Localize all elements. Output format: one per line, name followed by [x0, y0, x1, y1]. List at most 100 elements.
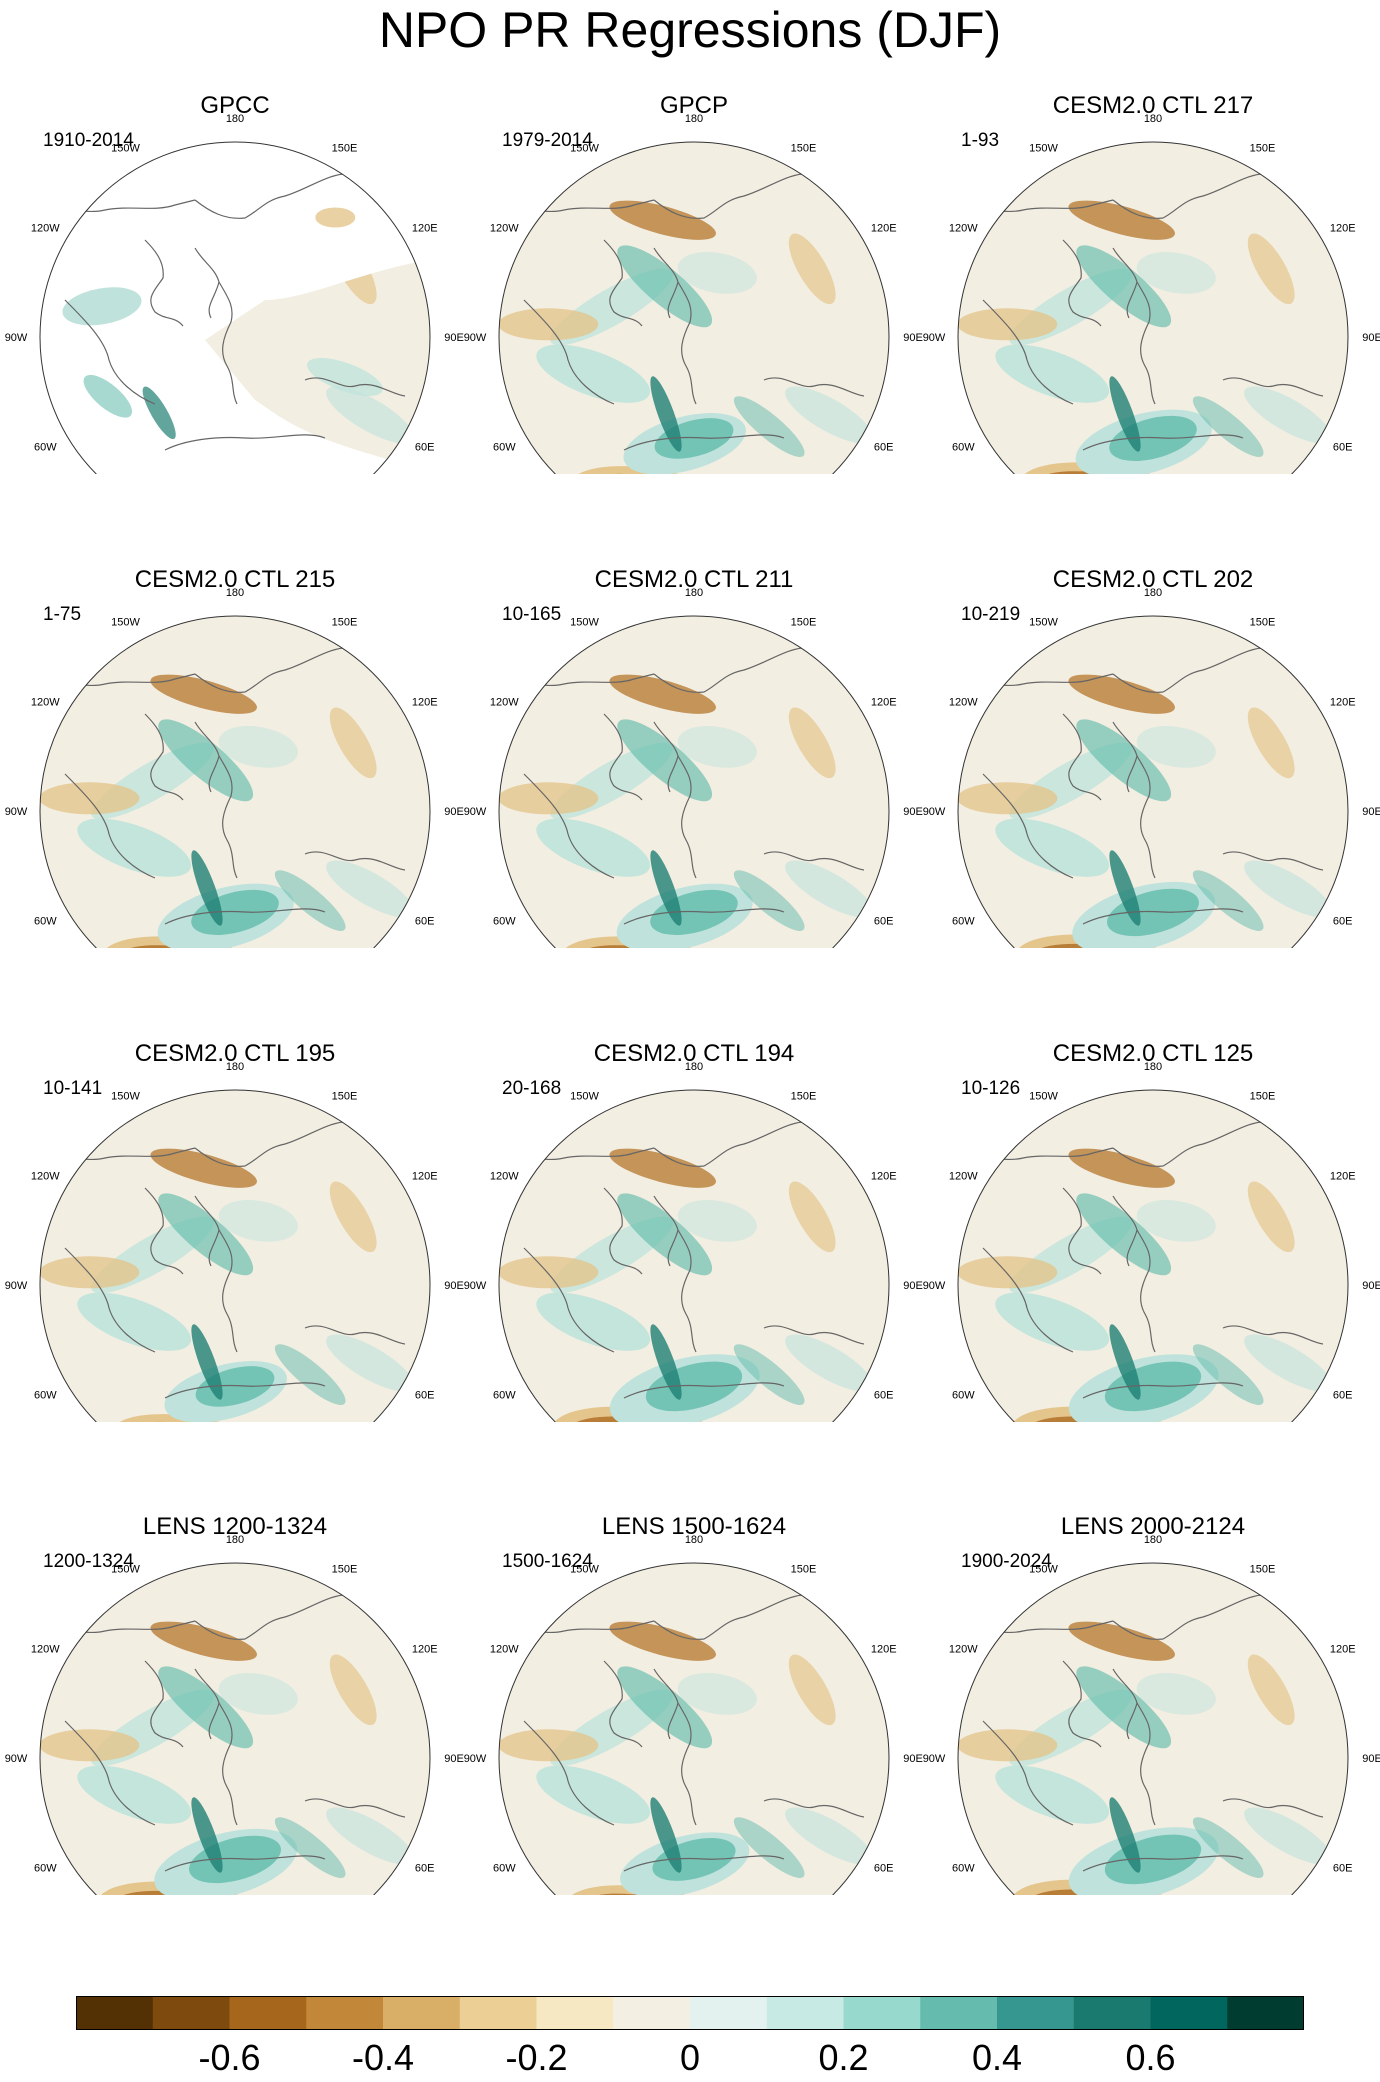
anomaly-patch — [1109, 376, 1141, 452]
coastline — [653, 1594, 803, 1640]
map-panel: 180150E120E90E60E30E030W60W90W120W150WCE… — [5, 474, 465, 948]
longitude-label: 150E — [791, 142, 817, 154]
longitude-label: 60E — [1333, 442, 1353, 454]
anomaly-patch — [995, 818, 1110, 877]
longitude-label: 150E — [1250, 616, 1276, 628]
coastline — [194, 647, 344, 693]
longitude-label: 60W — [952, 1390, 975, 1402]
anomaly-patch — [788, 1181, 836, 1253]
longitude-label: 150W — [570, 142, 599, 154]
anomaly-patch — [83, 374, 133, 418]
longitude-label: 120E — [1330, 223, 1356, 235]
colorbar-swatch — [76, 1996, 154, 2030]
anomaly-patch — [326, 1807, 415, 1865]
colorbar-swatch — [1227, 1996, 1304, 2030]
field-layer — [499, 142, 889, 474]
coastline — [1082, 1382, 1244, 1399]
coastline — [194, 173, 344, 219]
anomaly-patch — [1247, 707, 1295, 779]
anomaly-patch — [536, 1292, 651, 1351]
anomaly-patch — [609, 200, 716, 240]
longitude-label: 150E — [332, 616, 358, 628]
anomaly-patch — [609, 1148, 716, 1188]
map-panel: 180150E120E90E60E30E030W60W90W120W150WCE… — [923, 474, 1380, 948]
polar-map: 180150E120E90E60E30E030W60W90W120W150W — [464, 113, 923, 474]
coastline — [523, 1247, 615, 1353]
panel-title: CESM2.0 CTL 125 — [1052, 1040, 1254, 1067]
coastline — [1082, 434, 1244, 451]
anomaly-patch — [609, 674, 716, 714]
longitude-label: 120W — [949, 697, 978, 709]
coastline — [1222, 1325, 1324, 1345]
field-layer — [958, 1563, 1348, 1895]
coastline — [218, 1702, 238, 1826]
field-layer — [958, 616, 1348, 948]
anomaly-patch — [326, 386, 415, 444]
longitude-label: 90W — [5, 806, 28, 818]
colorbar-labels: -0.6 -0.4 -0.2 0 0.2 0.4 0.6 — [0, 2036, 1380, 2082]
coastline — [677, 281, 697, 405]
coastline — [623, 1855, 785, 1872]
colorbar-frame — [76, 1996, 1304, 2030]
field-layer — [40, 1090, 430, 1422]
map-boundary — [498, 1562, 890, 1895]
anomaly-patch — [1076, 1666, 1172, 1749]
field-layer — [499, 1090, 889, 1422]
longitude-label: 60W — [34, 1863, 57, 1875]
longitude-label: 90W — [464, 806, 487, 818]
coastline — [653, 647, 803, 693]
field-layer — [40, 1563, 430, 1895]
anomaly-patch — [609, 1621, 716, 1661]
map-panel: 180150E120E90E60E30E030W60W90W120W150WLE… — [464, 1421, 924, 1895]
coastline — [1222, 377, 1324, 397]
anomaly-patch — [617, 1666, 713, 1749]
coastline — [1112, 1121, 1262, 1167]
polar-map: 180150E120E90E60E30E030W60W90W120W150W — [923, 587, 1380, 948]
map-boundary — [39, 615, 431, 948]
coastline — [1260, 1593, 1348, 1608]
figure-title: NPO PR Regressions (DJF) — [378, 2, 1002, 58]
map-boundary — [39, 1562, 431, 1895]
anomaly-patch — [1136, 726, 1216, 768]
anomaly-patch — [733, 396, 805, 457]
anomaly-patch — [1068, 1621, 1175, 1661]
longitude-label: 120E — [871, 1171, 897, 1183]
anomaly-patch — [995, 344, 1110, 403]
coastline — [982, 1247, 1074, 1353]
coastline — [342, 172, 430, 187]
longitude-label: 150E — [332, 142, 358, 154]
longitude-label: 120E — [1330, 1644, 1356, 1656]
coastline — [982, 299, 1074, 405]
coastline — [801, 646, 889, 661]
anomaly-patch — [150, 1148, 257, 1188]
panel-title: CESM2.0 CTL 202 — [1052, 566, 1254, 593]
map-panel: 180150E120E90E60E30E030W60W90W120W150WCE… — [5, 948, 465, 1422]
colorbar-swatch — [383, 1996, 461, 2030]
coastline — [342, 646, 430, 661]
coastline — [523, 1720, 615, 1826]
field-layer — [40, 616, 430, 948]
coastline — [1136, 281, 1156, 405]
coastline — [523, 299, 615, 405]
longitude-label: 90E — [444, 332, 464, 344]
field-layer — [40, 142, 430, 474]
longitude-label: 90W — [923, 806, 946, 818]
field-layer — [499, 616, 889, 948]
coastline — [623, 434, 785, 451]
longitude-label: 180 — [1144, 1534, 1162, 1546]
polar-map: 180150E120E90E60E30E030W60W90W120W150W — [464, 1534, 923, 1895]
anomaly-patch — [958, 1729, 1058, 1762]
coastline — [1136, 1702, 1156, 1826]
coastline — [304, 1325, 406, 1345]
map-panel: 180150E120E90E60E30E030W60W90W120W150WLE… — [5, 1421, 465, 1895]
longitude-label: 60E — [874, 1390, 894, 1402]
longitude-label: 180 — [226, 1534, 244, 1546]
coastline — [763, 851, 865, 871]
longitude-label: 90W — [464, 1280, 487, 1292]
longitude-label: 120W — [31, 223, 60, 235]
panel-title: CESM2.0 CTL 217 — [1052, 92, 1254, 119]
longitude-label: 120W — [490, 223, 519, 235]
colorbar-tick-label: 0.2 — [818, 2037, 869, 2078]
anomaly-patch — [785, 1807, 874, 1865]
anomaly-patch — [788, 1654, 836, 1726]
